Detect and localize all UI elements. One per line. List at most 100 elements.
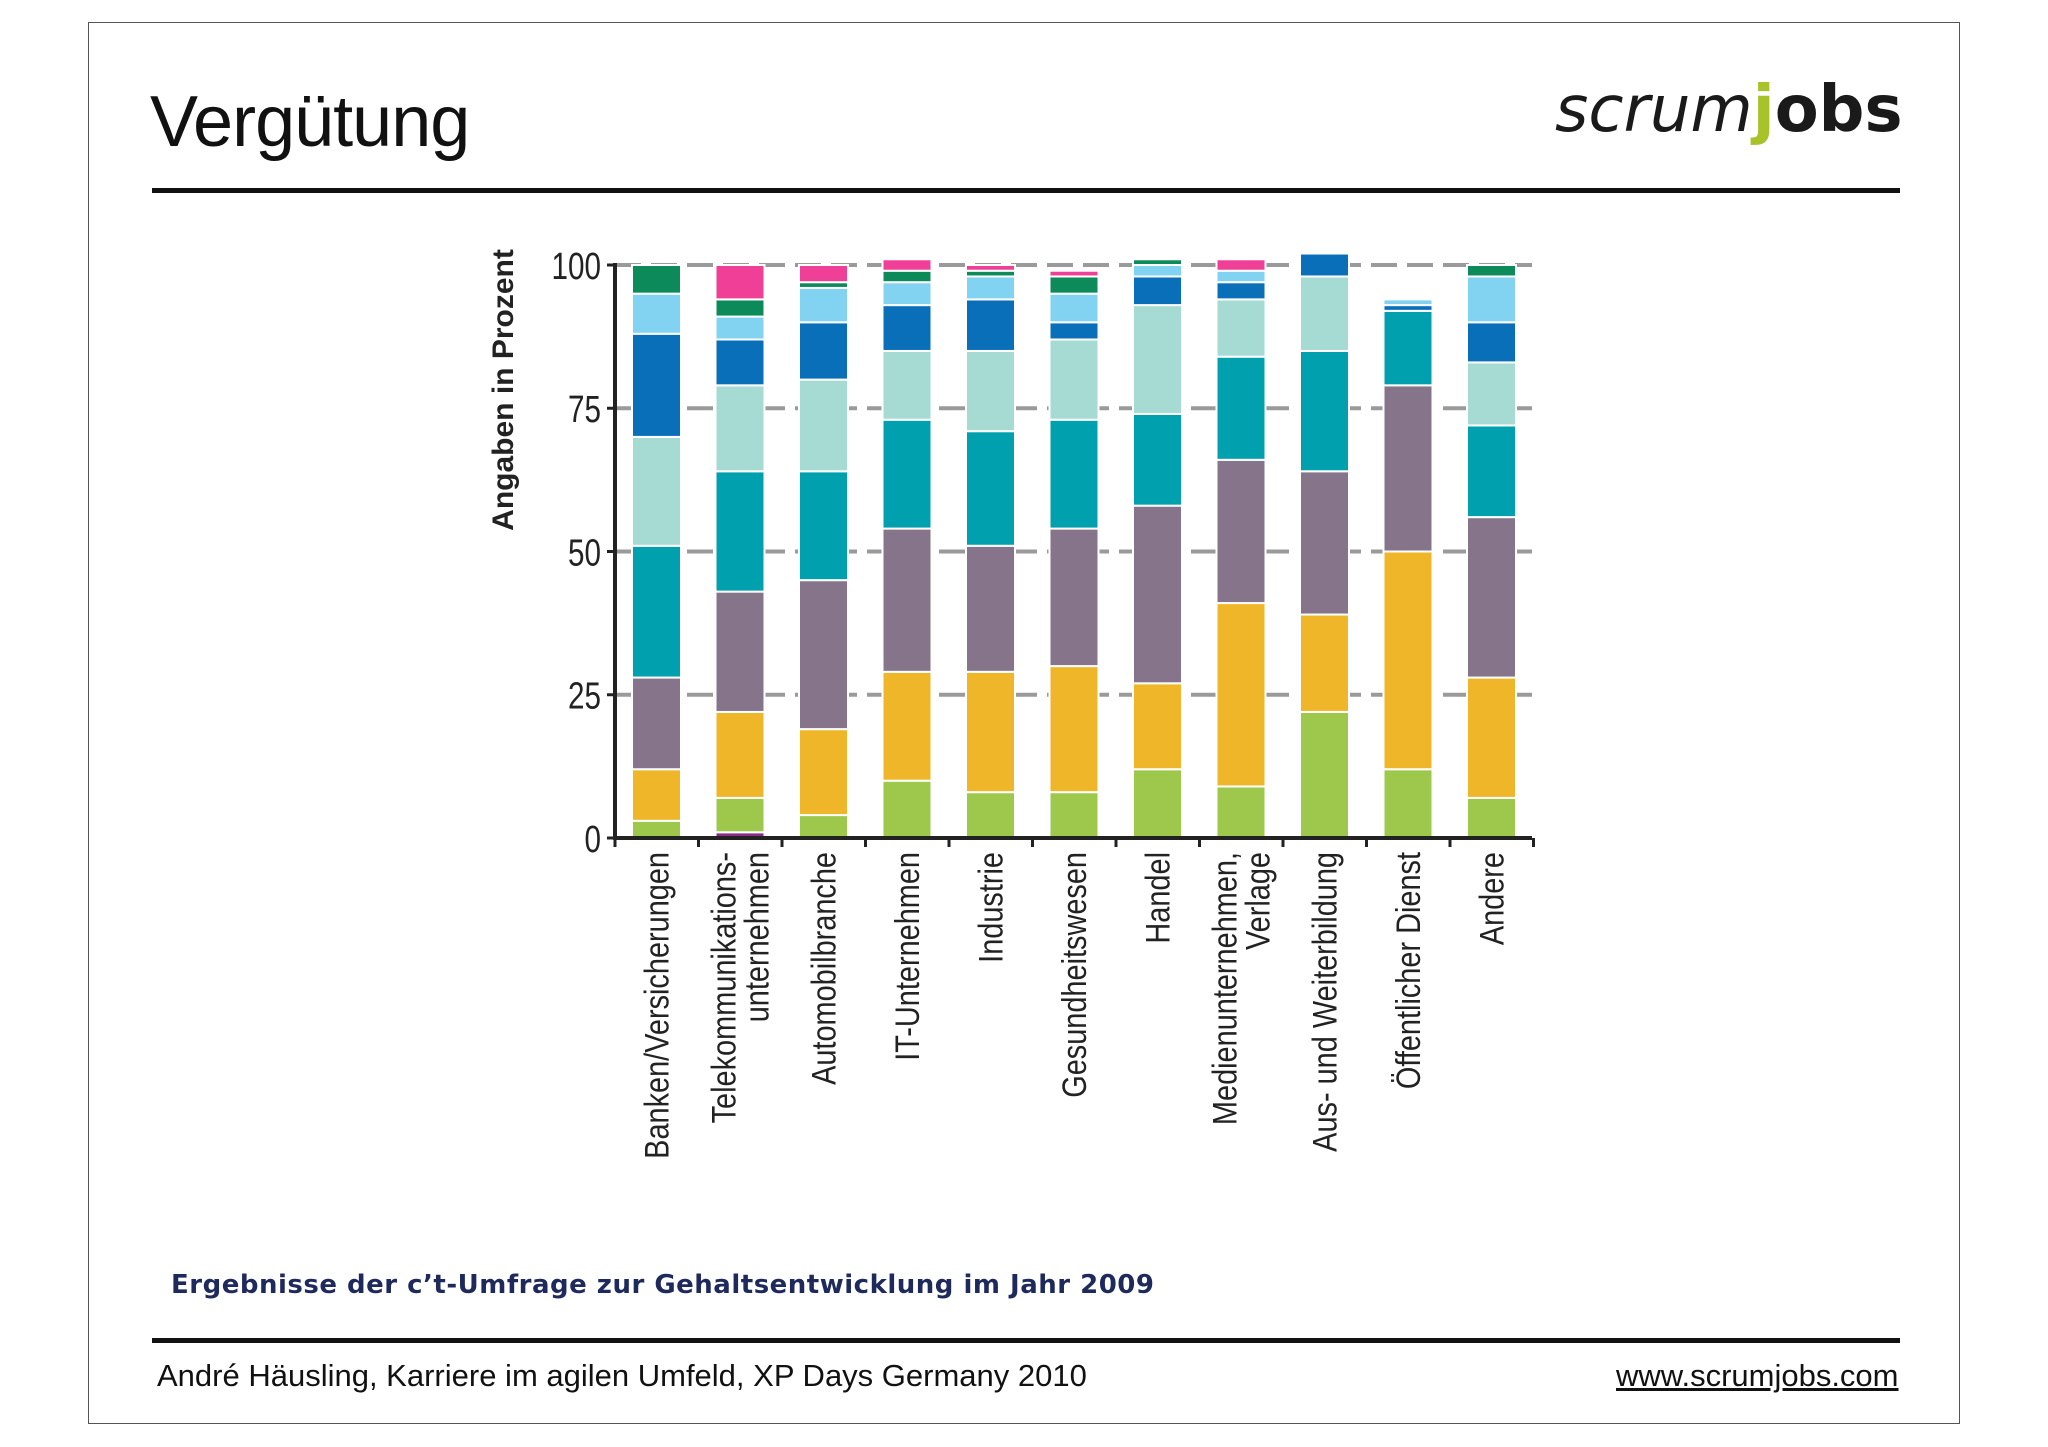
bar-segment-3-7 (798, 321, 849, 381)
bar-segment-2-8 (714, 315, 766, 341)
bar-segment-10-5 (1382, 309, 1434, 387)
bar-segment-6-3 (1048, 665, 1100, 794)
bar-segment-4-4 (881, 527, 933, 673)
bars (631, 252, 1517, 840)
footer-divider (152, 1338, 1900, 1343)
bar-segment-1-9 (631, 264, 682, 295)
bar-segment-4-10 (881, 258, 933, 272)
bar-segment-8-8 (1215, 269, 1267, 284)
bar-segment-6-10 (1048, 269, 1100, 278)
bar-segment-2-6 (714, 384, 766, 473)
bar-segment-5-10 (965, 264, 1016, 272)
bar-segment-3-5 (798, 470, 849, 582)
bar-segment-10-3 (1382, 550, 1434, 771)
stacked-bar-chart: 0 25 50 75 100 Angaben in Prozent Banken/Versi… (487, 246, 1535, 1159)
bar-segment-9-4 (1299, 470, 1350, 616)
bar-segment-3-6 (798, 378, 849, 473)
x-tick-label-10: Öffentlicher Dienst (1389, 852, 1428, 1089)
logo-text-j: j (1752, 73, 1775, 147)
y-axis-label: Angaben in Prozent (487, 249, 520, 531)
bar-segment-4-5 (881, 418, 933, 530)
slide-title: Vergütung (150, 82, 470, 162)
bar-segment-2-10 (714, 264, 766, 301)
y-tick-label-0: 0 (585, 819, 601, 861)
bar-segment-3-4 (798, 579, 849, 731)
bar-segment-1-8 (631, 292, 682, 335)
bar-segment-8-10 (1215, 258, 1267, 272)
bar-segment-3-2 (798, 814, 849, 840)
y-tick-label-50: 50 (568, 532, 601, 574)
x-tick-label-3: Automobilbranche (804, 852, 843, 1085)
logo-text-scrum: scrum (1555, 73, 1753, 147)
bar-segment-1-5 (631, 544, 682, 679)
x-tick-label-8-line-1: Medienunternehmen, (1205, 852, 1244, 1125)
bar-segment-6-6 (1048, 338, 1100, 421)
y-tick-label-75: 75 (568, 389, 601, 431)
bar-segment-8-4 (1215, 458, 1267, 605)
bar-segment-7-2 (1132, 768, 1183, 839)
bar-segment-4-3 (881, 670, 933, 782)
bar-segment-8-2 (1215, 785, 1267, 839)
bar-segment-9-6 (1299, 275, 1350, 352)
bar-segment-11-7 (1466, 321, 1517, 364)
bar-segment-7-6 (1132, 304, 1183, 415)
bar-segment-2-2 (714, 796, 766, 834)
bar-segment-4-6 (881, 349, 933, 421)
bar-segment-1-3 (631, 768, 682, 822)
bar-segment-6-4 (1048, 527, 1100, 668)
bar-segment-7-4 (1132, 504, 1183, 685)
bar-segment-7-7 (1132, 275, 1183, 307)
bar-segment-2-5 (714, 470, 766, 593)
bar-segment-6-8 (1048, 292, 1100, 324)
axis-labels: 0 25 50 75 100 Angaben in Prozent Banken/Versi… (487, 246, 1511, 1159)
bar-segment-1-2 (631, 819, 682, 839)
scrumjobs-logo: scrumjobs (1555, 78, 1903, 142)
bar-segment-7-3 (1132, 682, 1183, 771)
slide-frame (88, 22, 1960, 1424)
x-tick-label-4: IT-Unternehmen (888, 852, 927, 1061)
bar-segment-1-6 (631, 435, 682, 547)
bar-segment-8-3 (1215, 602, 1267, 788)
bar-segment-5-3 (965, 670, 1016, 794)
bar-segment-2-3 (714, 710, 766, 799)
bar-segment-3-3 (798, 728, 849, 817)
bar-segment-2-7 (714, 338, 766, 387)
bar-segment-5-7 (965, 298, 1016, 352)
bar-segment-7-8 (1132, 264, 1183, 278)
bar-segment-11-5 (1466, 424, 1517, 519)
bar-segment-8-7 (1215, 281, 1267, 301)
x-tick-label-6: Gesundheitswesen (1055, 852, 1094, 1098)
footer-website-link[interactable]: www.scrumjobs.com (1616, 1358, 1899, 1393)
bar-segment-5-8 (965, 275, 1016, 301)
bar-segment-4-2 (881, 779, 933, 840)
x-tick-label-11: Andere (1472, 852, 1511, 945)
bar-segment-7-9 (1132, 258, 1183, 266)
bar-segment-6-9 (1048, 275, 1100, 295)
bar-segment-4-8 (881, 281, 933, 307)
bar-segment-7-5 (1132, 412, 1183, 507)
bar-segment-11-9 (1466, 264, 1517, 278)
y-tick-label-25: 25 (568, 675, 601, 717)
bar-segment-4-9 (881, 269, 933, 284)
bar-segment-1-4 (631, 676, 682, 771)
x-tick-label-8-line-2: Verlage (1238, 852, 1277, 950)
bar-segment-11-3 (1466, 676, 1517, 799)
x-tick-label-7: Handel (1138, 852, 1177, 944)
x-tick-label-2-line-2: unternehmen (737, 852, 776, 1022)
bar-segment-11-4 (1466, 516, 1517, 679)
bar-segment-5-4 (965, 544, 1016, 673)
bar-segment-6-2 (1048, 791, 1100, 839)
bar-segment-2-9 (714, 298, 766, 318)
grid-lines (615, 263, 1532, 697)
bar-segment-9-5 (1299, 349, 1350, 473)
x-tick-label-2-line-1: Telekommunikations- (704, 852, 743, 1123)
bar-segment-5-5 (965, 430, 1016, 547)
x-tick-label-5: Industrie (971, 852, 1010, 963)
bar-segment-5-2 (965, 791, 1016, 839)
bar-segment-6-5 (1048, 418, 1100, 530)
bar-segment-8-6 (1215, 298, 1267, 358)
bar-segment-3-10 (798, 264, 849, 284)
bar-segment-5-6 (965, 349, 1016, 433)
bar-segment-11-6 (1466, 361, 1517, 427)
y-tick-label-100: 100 (552, 246, 601, 288)
